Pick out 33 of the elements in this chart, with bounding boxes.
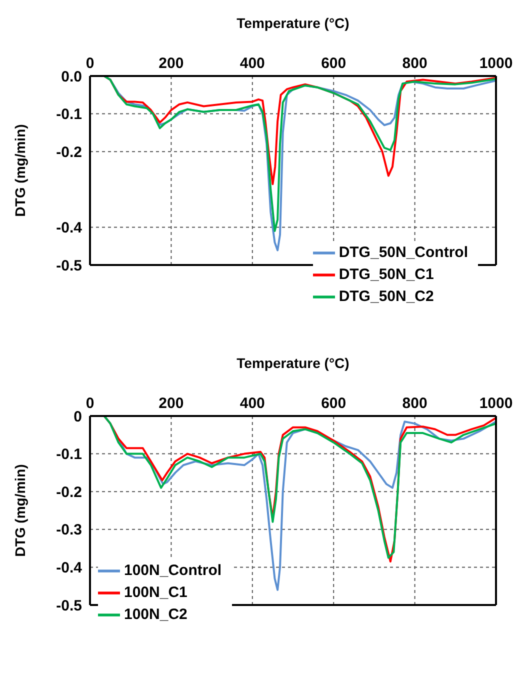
y-tick-label: -0.2	[56, 484, 82, 501]
y-tick-label: -0.1	[56, 106, 82, 124]
x-tick-label: 0	[86, 395, 94, 412]
legend-label: 100N_C2	[124, 606, 188, 623]
x-tick-label: 400	[240, 55, 265, 72]
x-tick-label: 400	[240, 395, 265, 412]
x-axis-title: Temperature (°C)	[236, 354, 350, 371]
legend-label: 100N_Control	[124, 562, 222, 579]
y-tick-label: 0.0	[61, 68, 82, 86]
y-tick-label: -0.5	[56, 597, 82, 614]
x-tick-label: 600	[321, 55, 346, 72]
legend-label: 100N_C1	[124, 584, 188, 601]
y-tick-label: -0.1	[56, 446, 82, 464]
y-axis-title: DTG (mg/min)	[12, 464, 28, 557]
x-tick-label: 0	[86, 55, 94, 72]
y-tick-label: -0.3	[56, 522, 82, 539]
x-tick-label: 1000	[479, 55, 513, 72]
y-tick-label: 0	[74, 408, 82, 426]
x-tick-label: 800	[402, 55, 428, 72]
x-tick-label: 800	[402, 395, 428, 412]
x-tick-label: 200	[158, 55, 184, 72]
y-tick-label: -0.4	[56, 560, 83, 577]
y-tick-label: -0.2	[56, 144, 82, 161]
y-tick-label: -0.5	[56, 257, 82, 274]
legend-label: DTG_50N_C1	[338, 266, 434, 283]
legend-label: DTG_50N_C2	[338, 288, 434, 305]
x-tick-label: 200	[158, 395, 184, 412]
y-axis-title: DTG (mg/min)	[12, 124, 28, 217]
x-tick-label: 600	[321, 395, 346, 412]
x-axis-title: Temperature (°C)	[236, 14, 350, 31]
legend-label: DTG_50N_Control	[338, 244, 468, 261]
x-tick-label: 1000	[479, 395, 513, 412]
y-tick-label: -0.4	[56, 220, 83, 237]
